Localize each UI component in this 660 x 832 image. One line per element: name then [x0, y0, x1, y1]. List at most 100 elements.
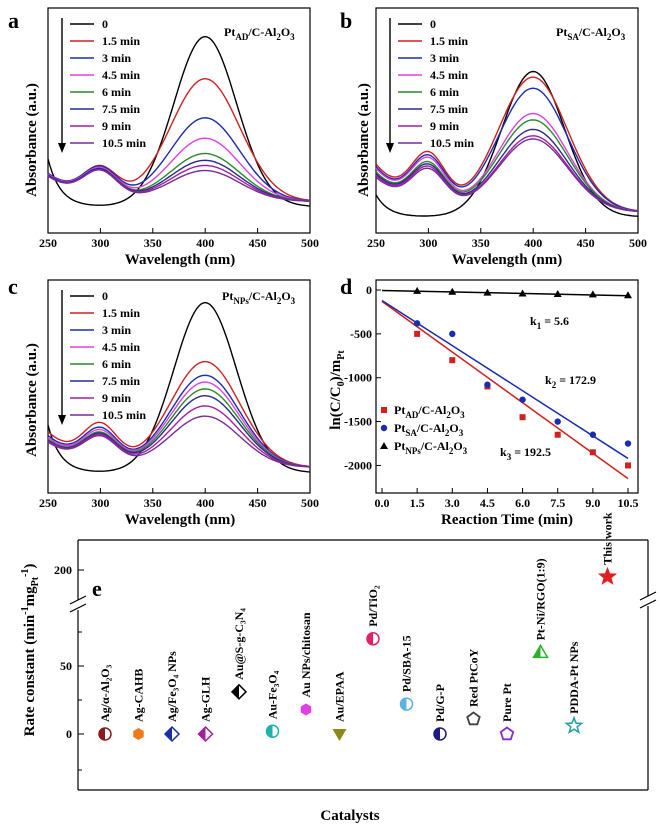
- y-tick-label-e: 50: [60, 659, 72, 673]
- panel-label-e: e: [92, 576, 102, 601]
- legend-part: NPs: [405, 446, 421, 456]
- title-a-sub2: 2: [276, 32, 281, 42]
- title-b-sub3: 3: [621, 32, 626, 42]
- spectrum-b-3: [375, 112, 639, 212]
- spectrum-c-2: [47, 374, 311, 468]
- x-tick-label-a: 250: [39, 236, 57, 250]
- legend-label-c: 9 min: [102, 391, 131, 405]
- legend-label-b: 1.5 min: [430, 34, 468, 48]
- x-tick-label-d: 9.0: [585, 496, 600, 510]
- x-axis-label-e: Catalysts: [320, 808, 379, 824]
- kinetics-plot-d: k1 = 5.6k2 = 172.9k3 = 192.5: [381, 286, 632, 480]
- catalyst-label: Pure Pt: [500, 683, 514, 722]
- legend-label-c: 1.5 min: [102, 306, 140, 320]
- catalyst-point: [230, 683, 248, 700]
- legend-b: 0 1.5 min 3 min 4.5 min 6 min 7.5 min 9 min 10.…: [386, 17, 474, 153]
- spectrum-a-5: [47, 159, 311, 202]
- legend-label-c: 7.5 min: [102, 374, 140, 388]
- k-label-1: k1 = 5.6: [530, 314, 569, 331]
- legend-label-c: 6 min: [102, 357, 131, 371]
- catalyst-label: Red PtCoY: [467, 648, 481, 707]
- panel-title-c: PtNPs/C-Al2O3: [222, 289, 296, 306]
- legend-label-c: 4.5 min: [102, 340, 140, 354]
- point-circle: [624, 440, 632, 447]
- marker-half-fill: [367, 632, 373, 645]
- spectrum-c-5: [47, 394, 311, 468]
- y-tick-label-d: -1500: [344, 415, 372, 429]
- arrow-head-a: [58, 143, 66, 153]
- x-tick-label-c: 500: [301, 496, 319, 510]
- catalyst-label: Au/EPAA: [333, 671, 347, 722]
- spectrum-b-0: [375, 70, 639, 217]
- x-tick-label-a: 400: [196, 236, 214, 250]
- spectra-c: [47, 301, 311, 473]
- spectrum-a-1: [47, 77, 311, 201]
- panel-b: b Absorbance (a.u.) 250 300 350 400 450 500 W…: [340, 7, 647, 268]
- marker-hexagon: [300, 703, 312, 716]
- point-triangle: [588, 290, 597, 298]
- catalyst-label: Pd/TiO₂: [366, 585, 380, 627]
- k-main: k: [545, 373, 552, 387]
- x-tick-label-c: 400: [196, 496, 214, 510]
- marker-half-fill: [266, 725, 273, 738]
- plot-frame-d: [375, 279, 639, 494]
- catalyst-point: [597, 566, 618, 585]
- catalyst-point: [564, 715, 584, 735]
- marker-half-fill: [99, 728, 105, 740]
- spectrum-b-7: [375, 138, 639, 212]
- title-b-sub: SA: [567, 32, 579, 42]
- point-square: [414, 330, 421, 337]
- legend-label-a: 7.5 min: [102, 102, 140, 116]
- legend-label-d: PtNPs/C-Al2O3: [394, 439, 468, 456]
- arrow-head-b: [386, 143, 394, 153]
- x-tick-label-d: 1.5: [410, 496, 425, 510]
- k-label-3: k3 = 192.5: [500, 445, 551, 462]
- legend-label-a: 6 min: [102, 85, 131, 99]
- point-square: [589, 449, 596, 456]
- y-tick-label-d: -2000: [344, 458, 372, 472]
- fit-line-2: [381, 289, 629, 297]
- plot-frame-a: [47, 7, 311, 234]
- spectrum-a-0: [47, 35, 311, 207]
- x-tick-label-c: 250: [39, 496, 57, 510]
- ylabel-e-end: ): [22, 564, 38, 569]
- marker-star: [597, 566, 618, 585]
- legend-part: 2: [449, 446, 454, 456]
- k-tail: = 5.6: [541, 314, 569, 328]
- k-main: k: [530, 314, 537, 328]
- x-tick-label-c: 450: [249, 496, 267, 510]
- x-ticks-c: 250 300 350 400 450 500: [39, 488, 319, 510]
- panel-title-a: PtAD/C-Al2O3: [224, 25, 295, 42]
- x-tick-label-b: 450: [577, 236, 595, 250]
- title-a-tail2: O: [281, 25, 290, 39]
- k-sub: 3: [507, 452, 512, 462]
- y-axis-label-a: Absorbance (a.u.): [24, 83, 40, 197]
- spectrum-b-2: [375, 87, 639, 212]
- ylabel-e-sup: -1: [20, 606, 31, 614]
- x-tick-label-b: 500: [629, 236, 647, 250]
- x-ticks-a: 250 300 350 400 450 500: [39, 228, 319, 250]
- x-tick-label-b: 350: [472, 236, 490, 250]
- marker-pentagon: [466, 711, 481, 726]
- x-tick-label-a: 500: [301, 236, 319, 250]
- y-tick-label-d: -500: [350, 327, 372, 341]
- legend-part: O: [451, 403, 460, 417]
- point-square: [625, 462, 631, 469]
- point-triangle: [518, 289, 527, 297]
- catalyst-point: [399, 697, 414, 711]
- legend-part: Pt: [394, 439, 405, 453]
- catalyst-point: [466, 711, 481, 726]
- catalyst-label: Au-Fe₃O₄: [266, 670, 280, 719]
- catalyst-label: Au NPs/chitosan: [299, 612, 313, 697]
- legend-part: 3: [460, 410, 465, 420]
- axis-break-left: [69, 595, 87, 613]
- panel-label-c: c: [8, 274, 18, 299]
- catalyst-point: [265, 724, 280, 739]
- axis-break-right: [639, 591, 657, 609]
- point-circle: [554, 418, 561, 425]
- catalyst-label: Ag/α-Al₂O₃: [98, 664, 112, 722]
- x-tick-label-b: 400: [524, 236, 542, 250]
- spectrum-c-6: [47, 405, 311, 468]
- k-sub: 2: [552, 380, 557, 390]
